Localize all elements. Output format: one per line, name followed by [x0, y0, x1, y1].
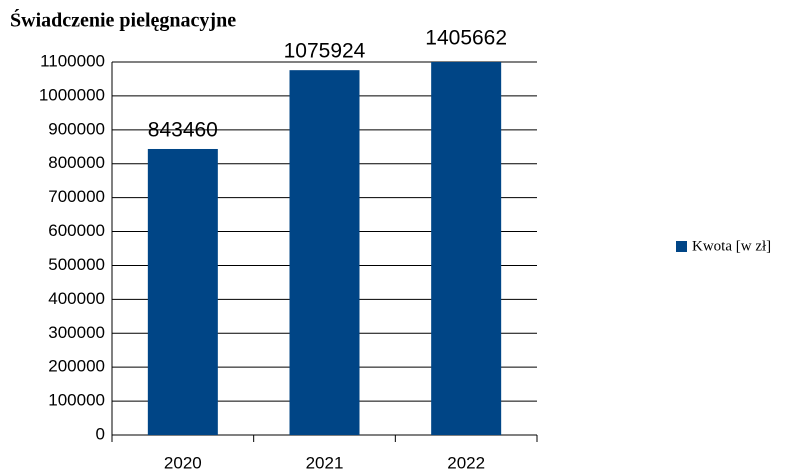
legend-swatch [676, 241, 687, 252]
x-tick-label: 2022 [447, 453, 485, 472]
plot-area [147, 62, 502, 435]
y-tick-label: 100000 [48, 391, 105, 410]
chart-title: Świadczenie pielęgnacyjne [10, 8, 236, 32]
y-tick-label: 0 [96, 424, 105, 443]
y-tick-label: 900000 [48, 119, 105, 138]
y-tick-label: 500000 [48, 255, 105, 274]
y-tick-label: 1000000 [39, 85, 105, 104]
bar [289, 70, 360, 435]
data-label: 1405662 [425, 27, 507, 50]
x-tick-label: 2021 [306, 453, 344, 472]
y-tick-label: 1100000 [40, 51, 105, 70]
x-tick-label: 2020 [164, 453, 202, 472]
legend-label: Kwota [w zł] [692, 238, 771, 254]
y-tick-label: 800000 [48, 153, 105, 172]
y-tick-label: 400000 [48, 289, 105, 308]
y-tick-label: 600000 [48, 221, 105, 240]
bar [147, 148, 218, 435]
data-label: 843460 [148, 119, 218, 142]
y-tick-label: 300000 [48, 323, 105, 342]
y-tick-label: 700000 [48, 187, 105, 206]
y-tick-label: 200000 [48, 357, 105, 376]
data-label: 1075924 [284, 40, 366, 63]
bar [431, 62, 502, 435]
